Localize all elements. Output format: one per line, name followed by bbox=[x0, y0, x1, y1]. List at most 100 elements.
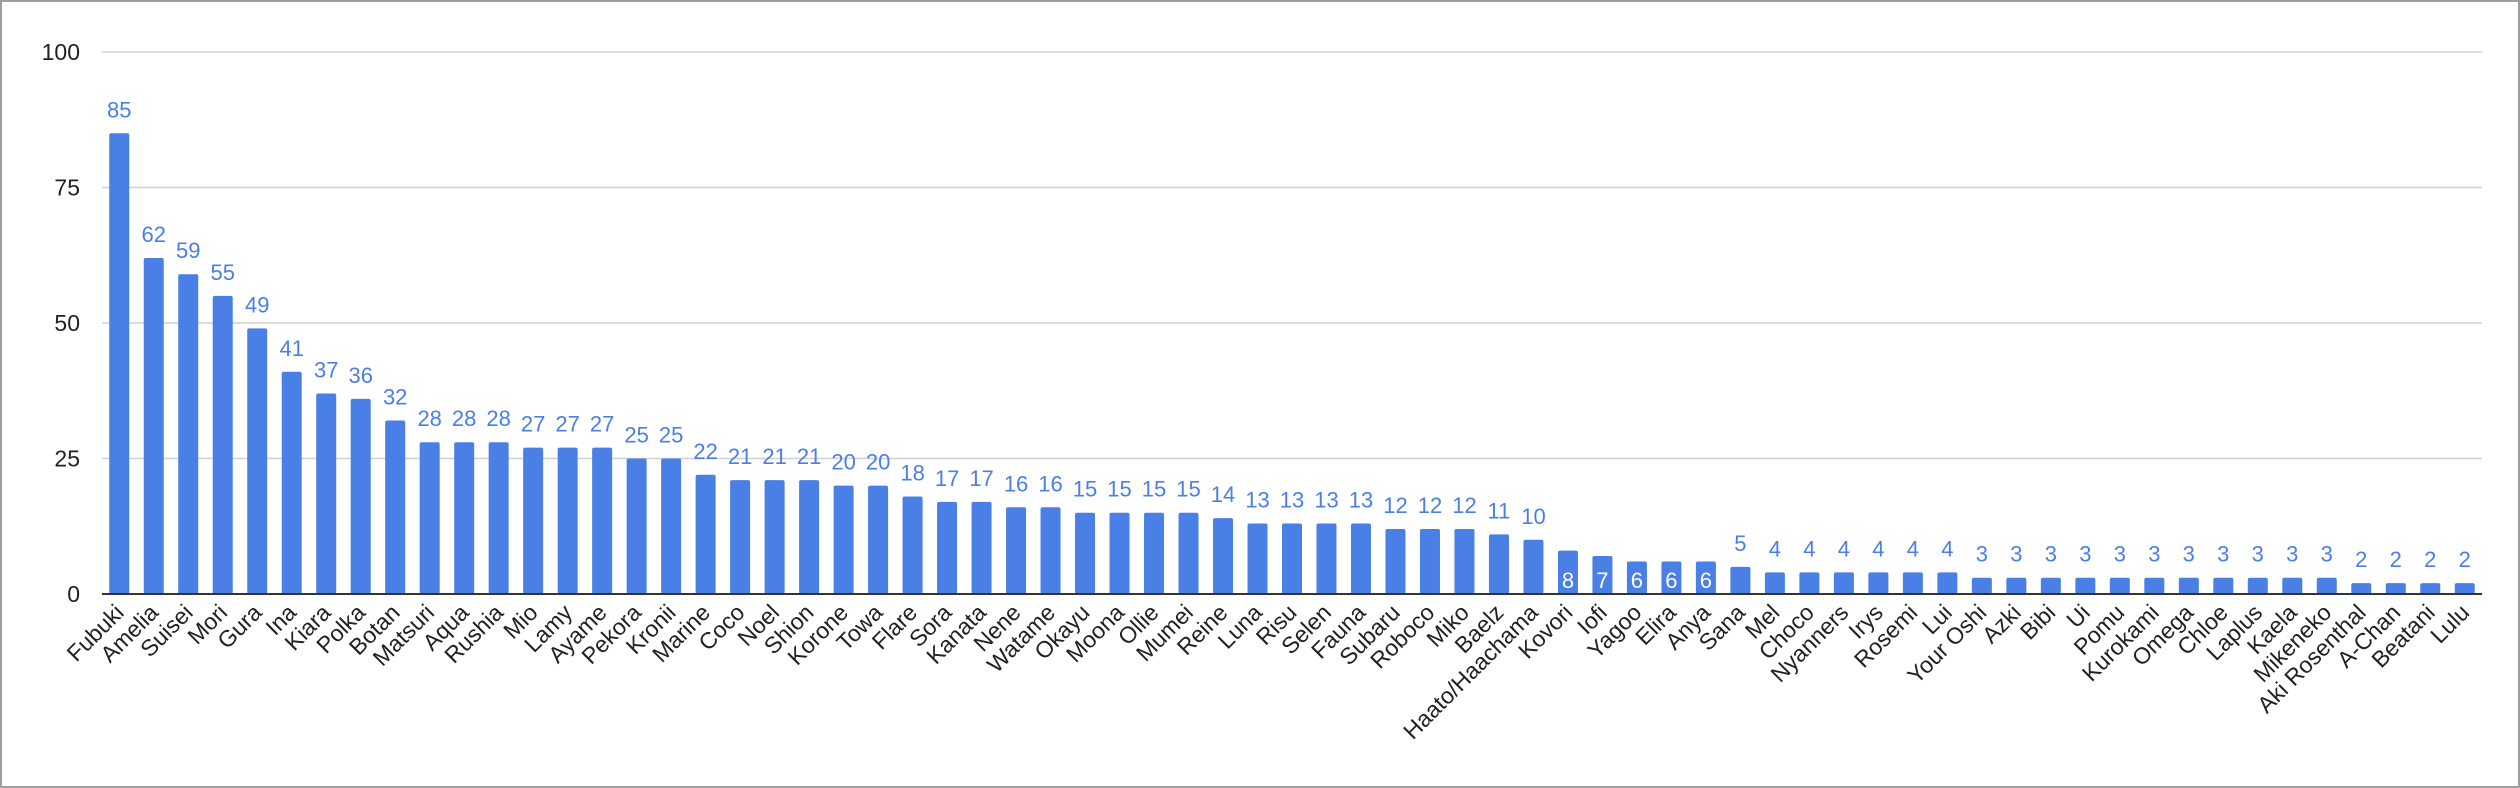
bar bbox=[143, 257, 164, 594]
data-label: 20 bbox=[866, 450, 890, 475]
data-label: 15 bbox=[1073, 477, 1097, 502]
bar bbox=[1144, 512, 1165, 594]
bar bbox=[178, 274, 199, 594]
data-label: 55 bbox=[210, 260, 234, 285]
data-label: 4 bbox=[1907, 536, 1919, 561]
data-label: 12 bbox=[1383, 493, 1407, 518]
data-label: 2 bbox=[2390, 547, 2402, 572]
data-label: 3 bbox=[2079, 542, 2091, 567]
data-label: 27 bbox=[590, 412, 614, 437]
bar bbox=[1557, 550, 1578, 594]
data-label: 16 bbox=[1038, 471, 1062, 496]
bar bbox=[868, 485, 889, 594]
data-label: 6 bbox=[1700, 568, 1712, 593]
data-label: 37 bbox=[314, 357, 338, 382]
data-label: 18 bbox=[900, 460, 924, 485]
data-label: 28 bbox=[486, 406, 510, 431]
data-label: 49 bbox=[245, 292, 269, 317]
data-label: 20 bbox=[831, 450, 855, 475]
bar bbox=[1075, 512, 1096, 594]
data-label: 59 bbox=[176, 238, 200, 263]
bar bbox=[833, 485, 854, 594]
data-label: 3 bbox=[2252, 542, 2264, 567]
data-label: 25 bbox=[659, 423, 683, 448]
bar bbox=[1350, 523, 1371, 594]
bar bbox=[523, 447, 544, 594]
bar bbox=[2316, 577, 2337, 594]
data-label: 3 bbox=[2148, 542, 2160, 567]
data-label: 3 bbox=[2286, 542, 2298, 567]
bar bbox=[1523, 539, 1544, 594]
bar bbox=[488, 442, 509, 594]
bar bbox=[730, 480, 751, 594]
bar bbox=[109, 133, 130, 595]
bar bbox=[2213, 577, 2234, 594]
bar bbox=[385, 420, 406, 594]
bar bbox=[2420, 583, 2441, 594]
bar bbox=[764, 480, 785, 594]
bar bbox=[1385, 528, 1406, 594]
data-label: 4 bbox=[1872, 536, 1884, 561]
bar bbox=[2282, 577, 2303, 594]
bar bbox=[2109, 577, 2130, 594]
bar bbox=[1281, 523, 1303, 594]
bar bbox=[1868, 572, 1889, 594]
data-label: 4 bbox=[1838, 536, 1850, 561]
bar bbox=[281, 371, 302, 594]
data-label: 14 bbox=[1211, 482, 1235, 507]
bar bbox=[1247, 523, 1268, 594]
bar bbox=[1764, 572, 1785, 594]
x-tick-label: Lulu bbox=[2425, 599, 2474, 648]
data-label: 3 bbox=[2010, 542, 2022, 567]
bar bbox=[661, 458, 682, 594]
bar bbox=[1971, 577, 1992, 594]
bar bbox=[2178, 577, 2199, 594]
bar bbox=[2144, 577, 2165, 594]
bar bbox=[971, 501, 992, 594]
y-tick-label: 100 bbox=[42, 39, 80, 65]
bar bbox=[419, 442, 440, 594]
bar bbox=[247, 328, 268, 594]
bar bbox=[2385, 583, 2406, 594]
bar bbox=[1213, 518, 1234, 594]
bar bbox=[592, 447, 613, 594]
data-label: 4 bbox=[1769, 536, 1781, 561]
data-label: 12 bbox=[1452, 493, 1476, 518]
data-label: 15 bbox=[1142, 477, 1166, 502]
y-tick-label: 50 bbox=[54, 310, 80, 336]
bar bbox=[1592, 556, 1613, 594]
data-label: 3 bbox=[1976, 542, 1988, 567]
bar bbox=[2351, 583, 2372, 594]
data-label: 32 bbox=[383, 385, 407, 410]
data-label: 22 bbox=[693, 439, 717, 464]
data-label: 13 bbox=[1245, 488, 1269, 513]
y-tick-label: 0 bbox=[67, 581, 80, 607]
data-label: 41 bbox=[279, 336, 303, 361]
bar bbox=[1040, 507, 1061, 594]
data-label: 2 bbox=[2424, 547, 2436, 572]
bar bbox=[1419, 528, 1440, 594]
bar bbox=[1006, 507, 1027, 594]
data-label: 28 bbox=[452, 406, 476, 431]
data-label: 16 bbox=[1004, 471, 1028, 496]
data-label: 8 bbox=[1562, 568, 1574, 593]
bar bbox=[1902, 572, 1923, 594]
data-label: 13 bbox=[1280, 488, 1304, 513]
bar bbox=[2040, 577, 2061, 594]
y-tick-label: 75 bbox=[54, 175, 80, 201]
data-label: 21 bbox=[797, 444, 821, 469]
data-label: 3 bbox=[2114, 542, 2126, 567]
bar bbox=[902, 496, 923, 594]
data-label: 2 bbox=[2459, 547, 2471, 572]
bar bbox=[2075, 577, 2096, 594]
data-label: 4 bbox=[1941, 536, 1953, 561]
data-label: 13 bbox=[1314, 488, 1338, 513]
bar bbox=[1316, 523, 1337, 594]
bar bbox=[695, 474, 716, 594]
bar bbox=[350, 398, 371, 594]
data-label: 15 bbox=[1107, 477, 1131, 502]
y-axis-ticks: 0 25 50 75 100 bbox=[42, 39, 80, 607]
bar bbox=[626, 458, 647, 594]
